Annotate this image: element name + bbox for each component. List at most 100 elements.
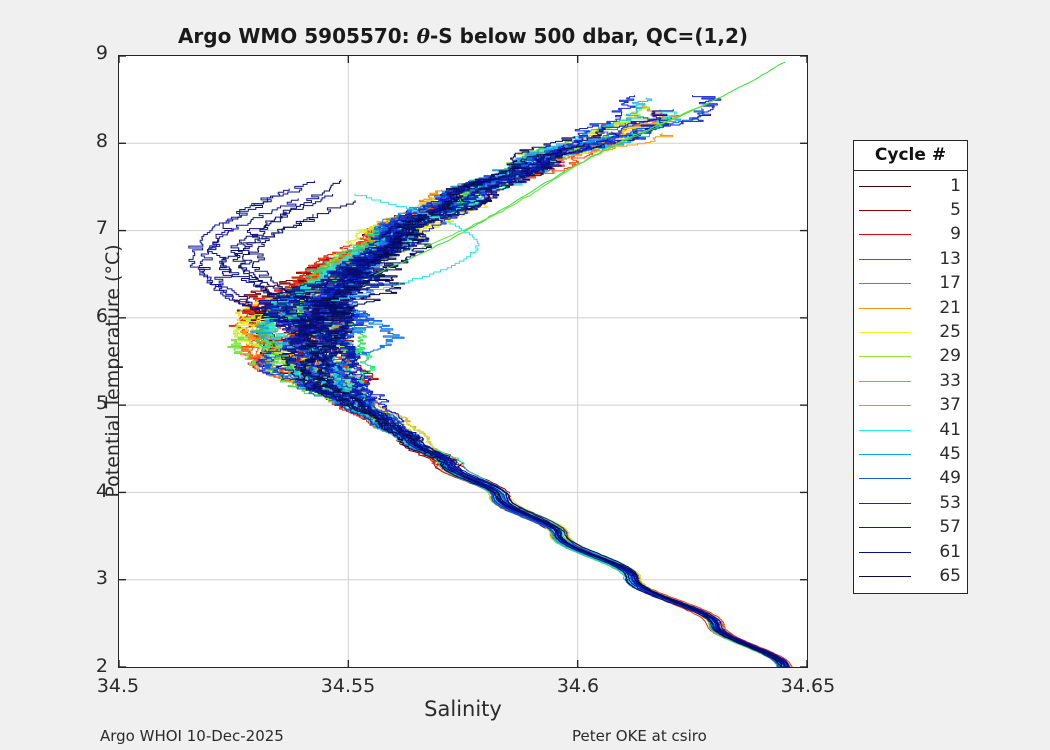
profile-curve bbox=[259, 171, 781, 667]
legend-item-label: 65 bbox=[939, 565, 961, 586]
legend-line-swatch bbox=[859, 234, 911, 236]
title-prefix: Argo WMO 5905570: bbox=[177, 24, 417, 48]
profile-curve-outlier bbox=[238, 179, 346, 340]
legend-item[interactable]: 9 bbox=[854, 223, 967, 247]
profile-curve bbox=[233, 164, 789, 667]
legend-line-swatch bbox=[859, 527, 911, 529]
legend-item-label: 53 bbox=[939, 492, 961, 513]
profile-curve-outlier bbox=[198, 198, 308, 332]
legend-line-swatch bbox=[859, 453, 911, 455]
profile-curve bbox=[272, 156, 787, 667]
legend-item-label: 49 bbox=[939, 468, 961, 489]
x-tick-label: 34.6 bbox=[556, 675, 600, 697]
theta-symbol: θ bbox=[416, 24, 430, 48]
x-tick-label: 34.5 bbox=[96, 675, 140, 697]
y-tick-label: 9 bbox=[95, 42, 108, 64]
y-tick-label: 3 bbox=[95, 567, 108, 590]
profile-curve-outlier bbox=[206, 180, 315, 310]
legend-line-swatch bbox=[859, 258, 911, 260]
legend-line-swatch bbox=[859, 356, 911, 358]
legend-item-label: 41 bbox=[939, 419, 961, 440]
legend-item[interactable]: 25 bbox=[854, 320, 967, 344]
legend-item[interactable]: 29 bbox=[854, 345, 967, 369]
title-suffix: -S below 500 dbar, QC=(1,2) bbox=[429, 24, 749, 48]
profile-curve bbox=[281, 97, 778, 667]
legend-item-label: 61 bbox=[939, 541, 961, 562]
legend-line-swatch bbox=[859, 502, 911, 504]
legend-items: 1 5 9 13 17 21 25 29 33 37 41 45 49 53 57 61 65 bbox=[854, 171, 967, 593]
footer-right-text: Peter OKE at csiro bbox=[572, 727, 707, 745]
y-tick-label: 8 bbox=[95, 129, 108, 152]
x-tick-label: 34.65 bbox=[780, 675, 836, 697]
legend-item-label: 57 bbox=[939, 517, 961, 538]
legend-item[interactable]: 45 bbox=[854, 442, 967, 466]
legend-item-label: 9 bbox=[950, 224, 961, 245]
legend-item[interactable]: 49 bbox=[854, 467, 967, 491]
profile-curve-outlier bbox=[247, 200, 356, 318]
profile-curve bbox=[292, 94, 785, 667]
legend-item-label: 21 bbox=[939, 297, 961, 318]
legend-title: Cycle # bbox=[854, 141, 967, 171]
chart-title: Argo WMO 5905570: θ-S below 500 dbar, QC… bbox=[118, 24, 808, 48]
y-tick-label: 5 bbox=[95, 392, 108, 415]
legend-item[interactable]: 13 bbox=[854, 247, 967, 271]
legend-item-label: 33 bbox=[939, 370, 961, 391]
profile-curve bbox=[261, 142, 779, 667]
x-axis-label: Salinity bbox=[424, 697, 502, 721]
profile-curve bbox=[255, 150, 786, 667]
axis-ticks bbox=[119, 56, 807, 667]
profile-curve bbox=[239, 116, 784, 667]
legend-item-label: 25 bbox=[939, 322, 961, 343]
legend-item-label: 13 bbox=[939, 248, 961, 269]
legend-line-swatch bbox=[859, 551, 911, 553]
legend-item[interactable]: 37 bbox=[854, 394, 967, 418]
legend-item[interactable]: 65 bbox=[854, 564, 967, 588]
legend-item[interactable]: 41 bbox=[854, 418, 967, 442]
legend-item[interactable]: 21 bbox=[854, 296, 967, 320]
profile-curves bbox=[188, 61, 793, 667]
legend-item[interactable]: 57 bbox=[854, 515, 967, 539]
legend-item[interactable]: 53 bbox=[854, 491, 967, 515]
profile-curve bbox=[247, 230, 789, 667]
legend-box: Cycle # 1 5 9 13 17 21 25 29 33 37 41 45 49 53 57 61 65 bbox=[853, 140, 968, 594]
profile-curve-outlier bbox=[331, 193, 480, 301]
legend-line-swatch bbox=[859, 332, 911, 334]
legend-line-swatch bbox=[859, 210, 911, 212]
legend-line-swatch bbox=[859, 478, 911, 480]
profile-curve bbox=[296, 127, 782, 667]
legend-line-swatch bbox=[859, 380, 911, 382]
legend-item[interactable]: 5 bbox=[854, 198, 967, 222]
profile-curve-outlier bbox=[421, 100, 713, 249]
legend-item[interactable]: 61 bbox=[854, 540, 967, 564]
x-tick-label: 34.55 bbox=[320, 675, 376, 697]
profile-curve bbox=[295, 230, 784, 667]
plot-area[interactable] bbox=[118, 55, 808, 668]
y-tick-label: 6 bbox=[95, 304, 108, 327]
legend-item[interactable]: 33 bbox=[854, 369, 967, 393]
y-tick-label: 2 bbox=[95, 655, 108, 677]
profile-curve bbox=[290, 94, 787, 667]
profile-curve bbox=[325, 131, 791, 667]
profile-curve bbox=[239, 133, 782, 667]
y-axis-label-wrap: Potential Temperature (°C) bbox=[68, 60, 124, 660]
profile-curve-outlier bbox=[375, 61, 786, 275]
legend-item[interactable]: 17 bbox=[854, 272, 967, 296]
legend-line-swatch bbox=[859, 429, 911, 431]
legend-line-swatch bbox=[859, 283, 911, 285]
legend-item-label: 17 bbox=[939, 273, 961, 294]
legend-item[interactable]: 1 bbox=[854, 174, 967, 198]
footer-left-text: Argo WHOI 10-Dec-2025 bbox=[100, 727, 284, 745]
y-tick-label: 7 bbox=[95, 217, 108, 240]
profile-curve bbox=[286, 116, 783, 667]
legend-line-swatch bbox=[859, 185, 911, 187]
legend-line-swatch bbox=[859, 405, 911, 407]
profile-curve bbox=[304, 102, 783, 667]
profile-curve bbox=[299, 136, 785, 667]
ts-diagram-svg bbox=[119, 56, 807, 667]
legend-item-label: 45 bbox=[939, 443, 961, 464]
profile-curve bbox=[299, 143, 782, 667]
profile-curve bbox=[292, 210, 784, 667]
legend-item-label: 29 bbox=[939, 346, 961, 367]
gridlines bbox=[119, 56, 807, 667]
